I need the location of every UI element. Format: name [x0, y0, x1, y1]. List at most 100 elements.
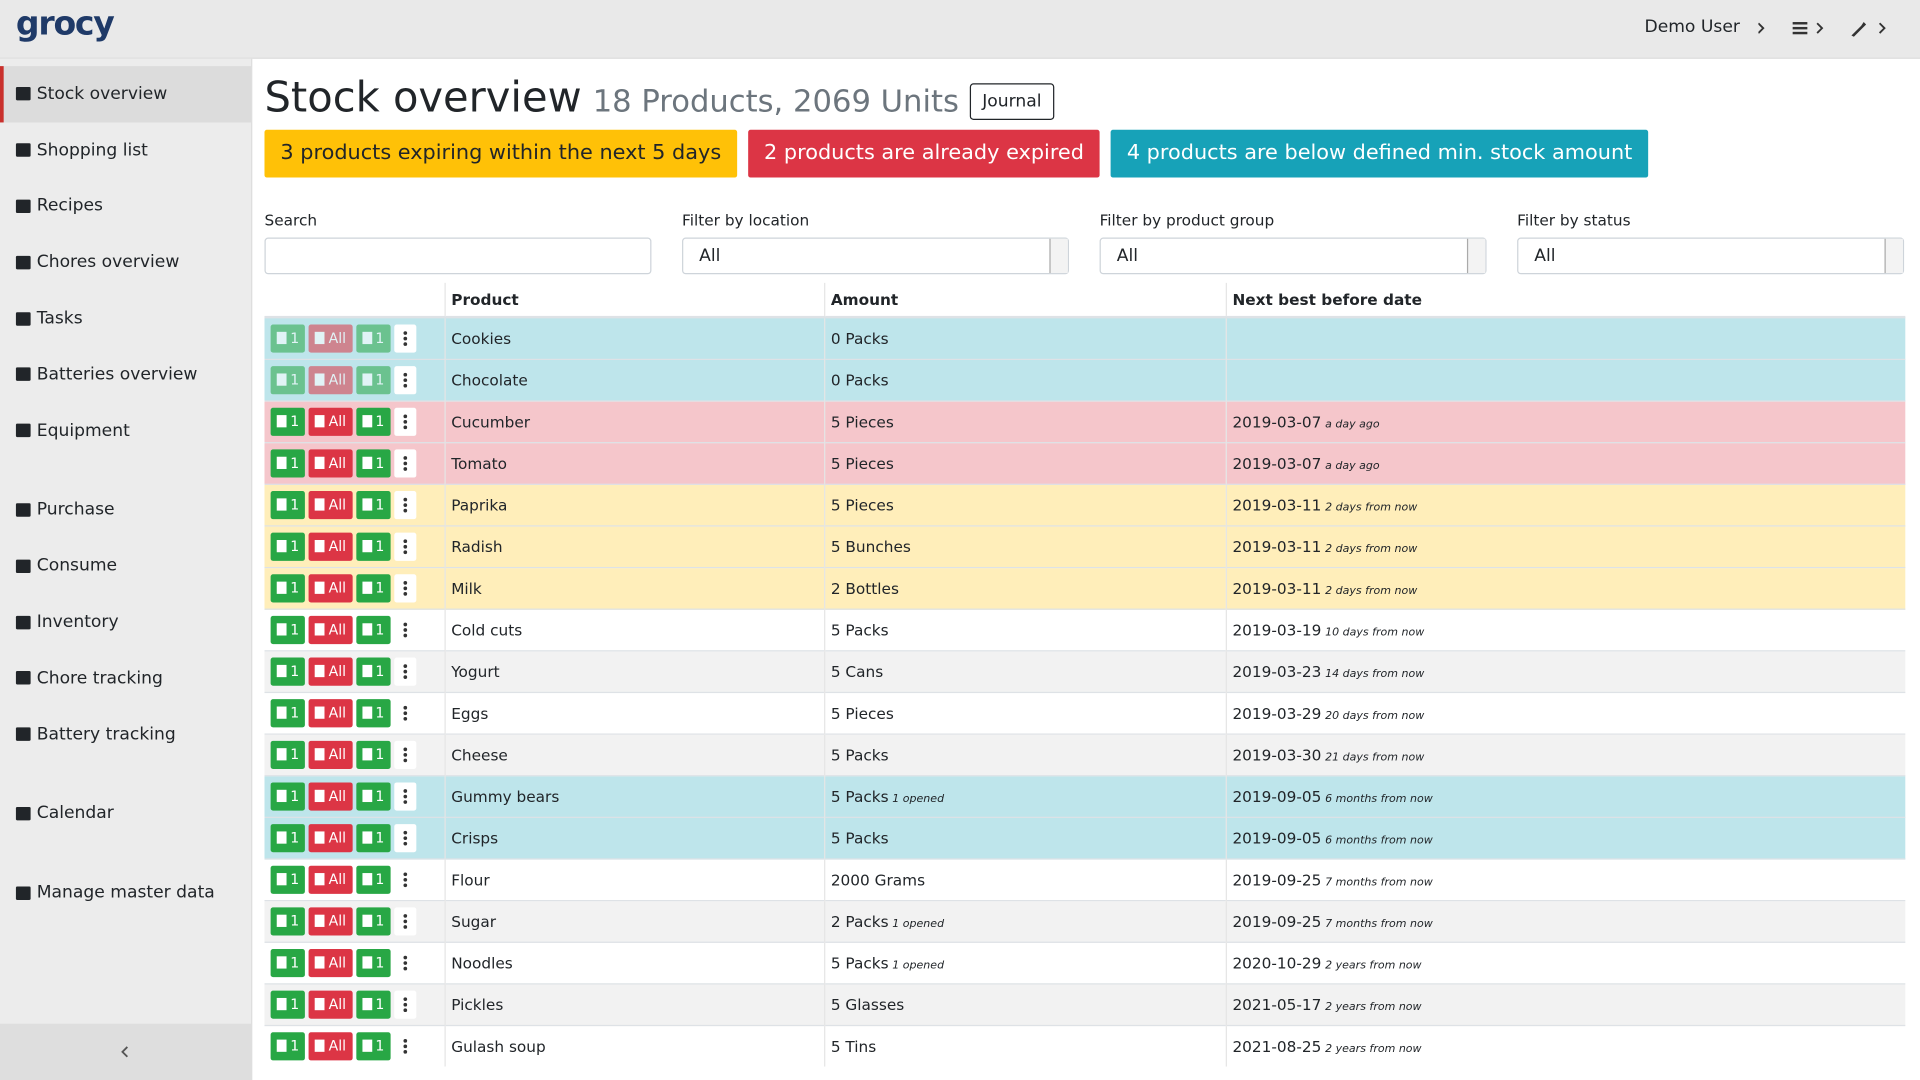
- open-button[interactable]: 1: [355, 657, 391, 686]
- button-label[interactable]: All: [328, 537, 347, 555]
- button-label[interactable]: 1: [290, 537, 300, 555]
- button-label[interactable]: 1: [375, 537, 385, 555]
- more-button[interactable]: [394, 574, 417, 603]
- button-label[interactable]: 1: [375, 870, 385, 888]
- button-label[interactable]: 1: [375, 912, 385, 930]
- nav-item[interactable]: Equipment: [0, 403, 251, 459]
- nav-item[interactable]: Purchase: [0, 482, 251, 538]
- select-value[interactable]: All: [1534, 246, 1556, 266]
- more-button[interactable]: [394, 1032, 417, 1061]
- nav-label[interactable]: Recipes: [36, 196, 103, 217]
- consume-all-button[interactable]: All: [308, 990, 353, 1019]
- nav-label[interactable]: Consume: [36, 556, 118, 576]
- button-label[interactable]: 1: [290, 745, 300, 763]
- more-button[interactable]: [394, 865, 417, 894]
- more-button[interactable]: [394, 407, 417, 436]
- consume-one-button[interactable]: 1: [270, 532, 306, 561]
- button-label[interactable]: 1: [375, 454, 385, 472]
- nav-label[interactable]: Tasks: [36, 308, 83, 329]
- open-button[interactable]: 1: [355, 699, 391, 728]
- nav-label[interactable]: Calendar: [36, 803, 114, 824]
- filter-select[interactable]: All: [1517, 237, 1905, 275]
- button-label[interactable]: 1: [290, 412, 300, 430]
- nav-label[interactable]: Equipment: [36, 420, 130, 441]
- alert[interactable]: 3 products expiring within the next 5 da…: [264, 129, 738, 178]
- button-label[interactable]: 1: [375, 1037, 385, 1055]
- consume-all-button[interactable]: All: [308, 615, 353, 645]
- consume-one-button[interactable]: 1: [270, 990, 306, 1019]
- nav-item[interactable]: Tasks: [0, 290, 251, 346]
- button-label[interactable]: 1: [290, 953, 300, 972]
- consume-one-button[interactable]: 1: [270, 407, 306, 436]
- more-button[interactable]: [394, 740, 417, 769]
- more-button[interactable]: [394, 699, 417, 728]
- open-button[interactable]: 1: [355, 990, 391, 1019]
- open-button[interactable]: 1: [355, 740, 391, 769]
- button-label[interactable]: 1: [290, 828, 300, 847]
- button-label[interactable]: 1: [290, 912, 300, 930]
- filter-select[interactable]: All: [682, 237, 1069, 275]
- consume-one-button[interactable]: 1: [270, 824, 306, 853]
- button-label[interactable]: All: [328, 912, 347, 930]
- user-menu[interactable]: Demo User: [1644, 17, 1739, 37]
- consume-one-button[interactable]: 1: [270, 865, 306, 894]
- button-label[interactable]: 1: [290, 329, 300, 347]
- button-label[interactable]: 1: [290, 662, 300, 680]
- consume-one-button[interactable]: 1: [270, 574, 306, 603]
- open-button[interactable]: 1: [355, 615, 391, 645]
- button-label[interactable]: 1: [290, 454, 300, 472]
- button-label[interactable]: 1: [375, 371, 385, 389]
- consume-one-button[interactable]: 1: [270, 948, 306, 978]
- nav-item[interactable]: Calendar: [0, 786, 251, 842]
- consume-all-button[interactable]: All: [308, 366, 353, 395]
- nav-label[interactable]: Manage master data: [36, 883, 215, 903]
- open-button[interactable]: 1: [355, 865, 391, 894]
- more-button[interactable]: [394, 532, 417, 561]
- filter-select[interactable]: All: [1099, 237, 1487, 275]
- button-label[interactable]: 1: [375, 412, 385, 430]
- nav-item[interactable]: Inventory: [0, 594, 251, 650]
- open-button[interactable]: 1: [355, 366, 391, 395]
- more-button[interactable]: [394, 907, 417, 936]
- button-label[interactable]: 1: [375, 704, 385, 722]
- open-button[interactable]: 1: [355, 574, 391, 603]
- nav-label[interactable]: Purchase: [36, 500, 115, 520]
- more-button[interactable]: [394, 449, 417, 478]
- search-input[interactable]: [264, 237, 652, 275]
- button-label[interactable]: 1: [375, 953, 385, 972]
- nav-label[interactable]: Chores overview: [36, 252, 180, 273]
- button-label[interactable]: All: [328, 495, 347, 514]
- open-button[interactable]: 1: [355, 449, 391, 478]
- consume-one-button[interactable]: 1: [270, 449, 306, 478]
- button-label[interactable]: 1: [375, 662, 385, 680]
- button-label[interactable]: All: [328, 953, 347, 972]
- consume-one-button[interactable]: 1: [270, 366, 306, 395]
- open-button[interactable]: 1: [355, 1032, 391, 1061]
- journal-button[interactable]: Journal: [969, 83, 1054, 121]
- consume-all-button[interactable]: All: [308, 1032, 353, 1061]
- button-label[interactable]: 1: [375, 620, 385, 638]
- button-label[interactable]: All: [328, 662, 347, 680]
- alert[interactable]: 2 products are already expired: [748, 129, 1100, 178]
- button-label[interactable]: 1: [290, 495, 300, 514]
- nav-item[interactable]: Consume: [0, 538, 251, 594]
- button-label[interactable]: All: [328, 454, 347, 472]
- button-label[interactable]: 1: [290, 787, 300, 805]
- consume-one-button[interactable]: 1: [270, 699, 306, 728]
- brand[interactable]: grocy: [15, 4, 115, 43]
- more-button[interactable]: [394, 615, 417, 645]
- consume-one-button[interactable]: 1: [270, 657, 306, 686]
- nav-label[interactable]: Inventory: [36, 612, 119, 632]
- button-label[interactable]: All: [328, 579, 347, 597]
- nav-item[interactable]: Shopping list: [0, 122, 251, 178]
- more-button[interactable]: [394, 948, 417, 978]
- consume-one-button[interactable]: 1: [270, 740, 306, 769]
- open-button[interactable]: 1: [355, 491, 391, 520]
- column-header[interactable]: Product: [443, 282, 825, 319]
- open-button[interactable]: 1: [355, 532, 391, 561]
- open-button[interactable]: 1: [355, 407, 391, 436]
- consume-all-button[interactable]: All: [308, 491, 353, 520]
- nav-item[interactable]: Recipes: [0, 178, 251, 234]
- button-label[interactable]: All: [328, 620, 347, 638]
- more-button[interactable]: [394, 990, 417, 1019]
